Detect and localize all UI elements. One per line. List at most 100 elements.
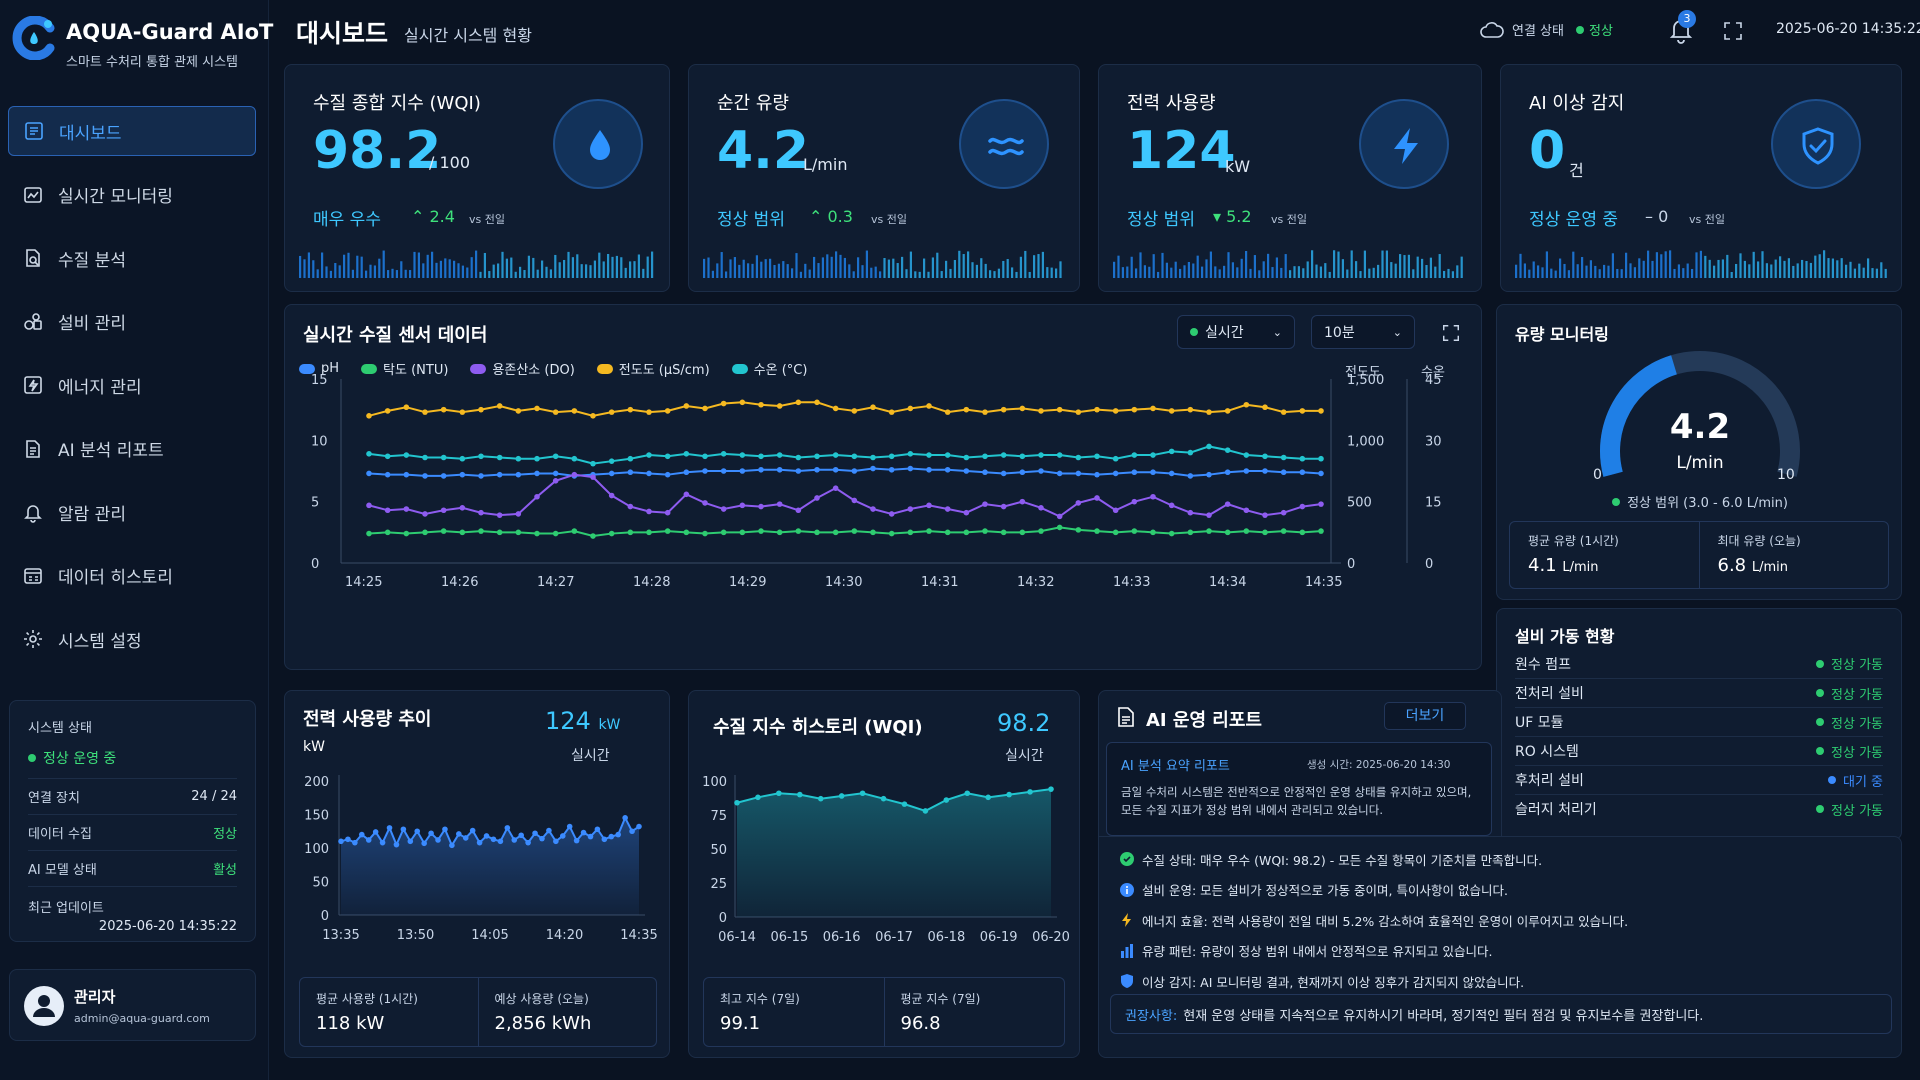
data-point [907,465,914,472]
data-point [590,460,596,467]
connection-status: 연결 상태 정상 [1480,20,1613,39]
user-profile[interactable]: 관리자 admin@aqua-guard.com [9,969,256,1041]
data-point [1187,406,1194,413]
legend-do[interactable]: 용존산소 (DO) [470,359,575,378]
data-point [1262,453,1268,460]
spark-bar [1875,268,1878,278]
data-point [720,400,727,407]
data-point [814,399,820,406]
spark-bar [1598,269,1601,278]
mode-select[interactable]: 실시간 ⌄ [1177,315,1295,349]
report-item-water: 수질 상태: 매우 우수 (WQI: 98.2) - 모든 수질 항목이 기준치… [1120,844,1890,875]
spark-bar [387,270,390,278]
wqi-area-chart: 0 25 50 75 100 06-14 06-15 06-16 06-17 06-18 06-19… [702,775,1070,945]
spark-bar [1165,262,1168,278]
page-title: 대시보드 [296,19,389,48]
equipment-row: 전처리 설비 정상 가동 [1515,678,1883,707]
data-point [366,502,372,509]
data-point [459,455,466,462]
sidebar-item-dashboard[interactable]: 대시보드 [8,106,256,156]
wqi-max: 최고 지수 (7일) 99.1 [720,992,800,1034]
data-point [1075,500,1082,506]
data-point [880,795,887,802]
data-point [734,799,740,806]
sidebar-item-history[interactable]: 데이터 히스토리 [8,551,256,601]
sidebar-item-settings[interactable]: 시스템 설정 [8,614,256,664]
data-point [1112,408,1119,414]
spark-bar [760,261,763,278]
data-point [664,509,671,516]
spark-bar [1306,261,1309,278]
sidebar-item-equipment[interactable]: 설비 관리 [8,297,256,347]
x-tick-label: 14:34 [1209,575,1246,590]
data-point [422,473,428,479]
data-point [1224,501,1231,507]
more-button[interactable]: 더보기 [1384,702,1466,730]
sidebar-item-water-analysis[interactable]: 수질 분석 [8,233,256,283]
summary-generated: 생성 시간: 2025-06-20 14:30 [1307,759,1451,771]
dashboard-icon [25,122,43,140]
data-point [1299,455,1306,462]
data-point [851,528,858,534]
legend-turbidity[interactable]: 탁도 (NTU) [361,359,448,378]
spark-bar [1849,261,1852,278]
legend-ph[interactable]: pH [299,359,339,378]
data-point [664,528,671,534]
data-point [1131,469,1138,476]
spark-bar [409,270,412,278]
kpi-vs: vs 전일 [1271,213,1307,226]
fullscreen-icon[interactable] [1722,20,1744,42]
spark-bar [1135,268,1138,278]
spark-bar [321,252,324,278]
y-tick-label: 100 [702,775,727,790]
spark-bar [1827,258,1830,278]
spark-bar [1748,264,1751,278]
data-point [553,838,559,845]
sidebar-item-alarm[interactable]: 알람 관리 [8,487,256,537]
kpi-icon-wrap [1359,99,1449,189]
data-point [552,470,559,477]
data-point [571,408,578,414]
sidebar-item-monitoring[interactable]: 실시간 모니터링 [8,170,256,220]
spark-bar [1267,253,1270,278]
kpi-value: 98.2 [313,121,442,181]
spark-bar [1443,270,1446,278]
spark-bar [501,251,504,278]
spark-bar [1425,265,1428,278]
brand-logo[interactable]: AQUA-Guard AIoT 스마트 수처리 통합 관제 시스템 [12,14,273,74]
data-point [739,502,746,509]
spark-bar [536,269,539,278]
spark-bar [1006,259,1009,278]
data-point [459,471,466,478]
data-point [926,403,932,409]
legend-temperature[interactable]: 수온 (°C) [731,359,807,378]
spark-bar [629,261,632,278]
spark-bar [1363,250,1366,278]
data-point [982,501,988,507]
equipment-status: 대기 중 [1827,771,1883,790]
x-tick-label: 06-17 [875,930,913,945]
sidebar-item-ai-report[interactable]: AI 분석 리포트 [8,424,256,474]
data-point [435,837,441,843]
spark-bar [1028,271,1031,278]
spark-bar [549,269,552,278]
data-point [1299,469,1306,476]
y-tick-label: 150 [304,809,329,824]
spark-bar [1528,269,1531,278]
spark-bar [1603,264,1606,278]
expand-icon[interactable] [1441,323,1461,343]
spark-bar [1523,263,1526,278]
spark-bar [989,270,992,278]
data-point [571,471,578,478]
data-point [440,406,447,413]
spark-bar [431,251,434,278]
range-select[interactable]: 10분 ⌄ [1311,315,1415,349]
data-point [944,466,951,473]
spark-bar [1792,265,1795,278]
gauge-fill [1600,355,1678,477]
spark-bar [492,264,495,278]
sidebar-item-energy[interactable]: 에너지 관리 [8,360,256,410]
legend-conductivity[interactable]: 전도도 (μS/cm) [596,359,710,378]
spark-bar [1019,256,1022,278]
spark-bar [720,252,723,278]
